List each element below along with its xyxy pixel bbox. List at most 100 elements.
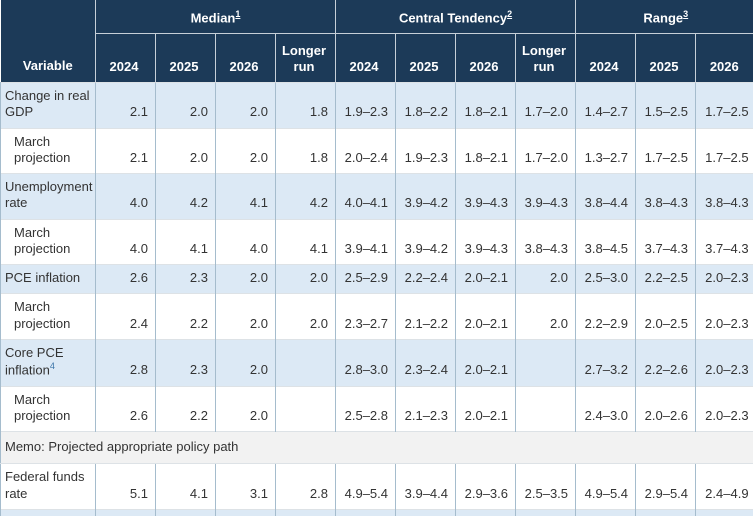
value-cell: 2.3	[155, 338, 216, 387]
value-cell: 2.3–2.4	[395, 338, 456, 387]
table-row: Unemployment rate 4.0 4.2 4.1 4.2 4.0–4.1 3.9–…	[0, 173, 753, 219]
value-cell: 2.0	[215, 127, 276, 174]
value-cell: 1.9–2.3	[335, 82, 396, 128]
range-2024-header: 2024	[575, 33, 636, 83]
value-cell: 2.3	[155, 263, 216, 294]
value-cell: 2.8–3.0	[335, 338, 396, 387]
value-cell: 3.1	[215, 463, 276, 510]
value-cell: 3.9–4.2	[395, 218, 456, 265]
footnote-4-link[interactable]: 4	[49, 361, 55, 371]
value-cell: 1.7–2.5	[695, 127, 753, 174]
footnote-1-link[interactable]: 1	[235, 8, 241, 19]
median-2025-header: 2025	[155, 33, 216, 83]
value-cell: 2.4–3.0	[575, 385, 636, 432]
value-cell: 4.1	[275, 218, 336, 265]
value-cell: 4.1	[155, 218, 216, 265]
value-cell: 1.7–2.5	[635, 127, 696, 174]
ct-2026-header: 2026	[455, 33, 516, 83]
value-cell: 2.1–2.2	[395, 293, 456, 340]
variable-label: March projection	[0, 508, 96, 516]
value-cell: 2.2	[155, 385, 216, 432]
median-group-header: Median1	[95, 0, 336, 34]
value-cell: 4.1	[155, 463, 216, 510]
value-cell: 2.5–2.9	[335, 263, 396, 294]
table-row: Core PCE inflation4 2.8 2.3 2.0 2.8–3.0 2.3–2…	[0, 338, 753, 387]
ct-longer-run-header: Longer run	[514, 33, 576, 83]
value-cell: 2.0–2.1	[455, 293, 516, 340]
value-cell: 2.6–3.4	[455, 508, 516, 516]
value-cell	[275, 385, 336, 432]
value-cell: 3.8–4.3	[514, 218, 576, 265]
value-cell: 2.0	[275, 293, 336, 340]
variable-label: Change in real GDP	[0, 82, 96, 128]
table-row: March projection 2.1 2.0 2.0 1.8 2.0–2.4 1.9–2…	[0, 127, 753, 174]
value-cell: 2.2	[155, 293, 216, 340]
value-cell: 2.0	[215, 82, 276, 128]
value-cell: 3.7–4.3	[695, 218, 753, 265]
value-cell: 1.8–2.1	[455, 82, 516, 128]
footnote-3-link[interactable]: 3	[683, 8, 689, 19]
value-cell: 3.9–4.3	[514, 173, 576, 219]
year-header-row: 2024 2025 2026 Longer run 2024 2025 2026…	[1, 33, 753, 83]
value-cell: 2.0–2.5	[635, 293, 696, 340]
value-cell: 2.2–2.6	[635, 338, 696, 387]
value-cell: 2.0	[514, 293, 576, 340]
value-cell: 4.9–5.4	[335, 463, 396, 510]
value-cell: 2.0	[155, 127, 216, 174]
value-cell: 2.2–2.9	[575, 293, 636, 340]
value-cell: 3.9–4.1	[335, 218, 396, 265]
memo-row: Memo: Projected appropriate policy path	[0, 431, 753, 465]
variable-label: March projection	[0, 385, 96, 432]
variable-label: March projection	[0, 127, 96, 174]
value-cell: 1.4–2.7	[575, 82, 636, 128]
range-label: Range	[643, 10, 684, 25]
value-cell: 2.0	[215, 385, 276, 432]
ct-2024-header: 2024	[335, 33, 396, 83]
value-cell: 4.4–5.4	[575, 508, 636, 516]
value-cell: 4.1	[215, 173, 276, 219]
median-label: Median	[190, 10, 236, 25]
value-cell: 2.4–4.9	[695, 508, 753, 516]
value-cell: 1.7–2.0	[514, 127, 576, 174]
value-cell: 3.4–4.1	[395, 508, 456, 516]
table-body: Change in real GDP 2.1 2.0 2.0 1.8 1.9–2.3 1.8…	[0, 82, 753, 516]
central-tendency-label: Central Tendency	[398, 10, 508, 25]
value-cell: 1.8–2.1	[455, 127, 516, 174]
value-cell: 4.9–5.4	[575, 463, 636, 510]
value-cell	[275, 338, 336, 387]
ct-2025-header: 2025	[395, 33, 456, 83]
value-cell: 4.0	[95, 173, 156, 219]
value-cell: 1.3–2.7	[575, 127, 636, 174]
value-cell: 4.0	[95, 218, 156, 265]
value-cell: 2.0–2.4	[335, 127, 396, 174]
value-cell: 2.0–2.3	[695, 385, 753, 432]
value-cell: 2.4–4.9	[695, 463, 753, 510]
value-cell: 2.1	[95, 127, 156, 174]
value-cell: 2.7–3.2	[575, 338, 636, 387]
value-cell: 1.7–2.5	[695, 82, 753, 128]
value-cell: 5.1	[95, 463, 156, 510]
value-cell: 2.5–3.1	[514, 508, 576, 516]
value-cell: 4.0–4.1	[335, 173, 396, 219]
value-cell: 4.6	[95, 508, 156, 516]
value-cell: 3.9–4.4	[395, 463, 456, 510]
range-group-header: Range3	[575, 0, 753, 34]
value-cell: 2.0–2.3	[695, 293, 753, 340]
footnote-2-link[interactable]: 2	[507, 8, 513, 19]
central-tendency-group-header: Central Tendency2	[334, 0, 576, 34]
value-cell: 1.9–2.3	[395, 127, 456, 174]
value-cell: 2.6	[275, 508, 336, 516]
value-cell	[514, 338, 576, 387]
variable-label: Federal funds rate	[0, 463, 96, 510]
value-cell	[514, 385, 576, 432]
range-2025-header: 2025	[635, 33, 696, 83]
variable-column-header: Variable	[0, 0, 96, 83]
table-header: Variable Median1 Central Tendency2 Range…	[0, 0, 753, 83]
variable-label: Unemployment rate	[0, 173, 96, 219]
value-cell: 1.8	[275, 82, 336, 128]
value-cell: 3.9–4.3	[455, 218, 516, 265]
value-cell: 2.4	[95, 293, 156, 340]
value-cell: 2.6	[95, 385, 156, 432]
memo-label: Memo: Projected appropriate policy path	[0, 431, 753, 465]
value-cell: 2.0–2.3	[695, 338, 753, 387]
